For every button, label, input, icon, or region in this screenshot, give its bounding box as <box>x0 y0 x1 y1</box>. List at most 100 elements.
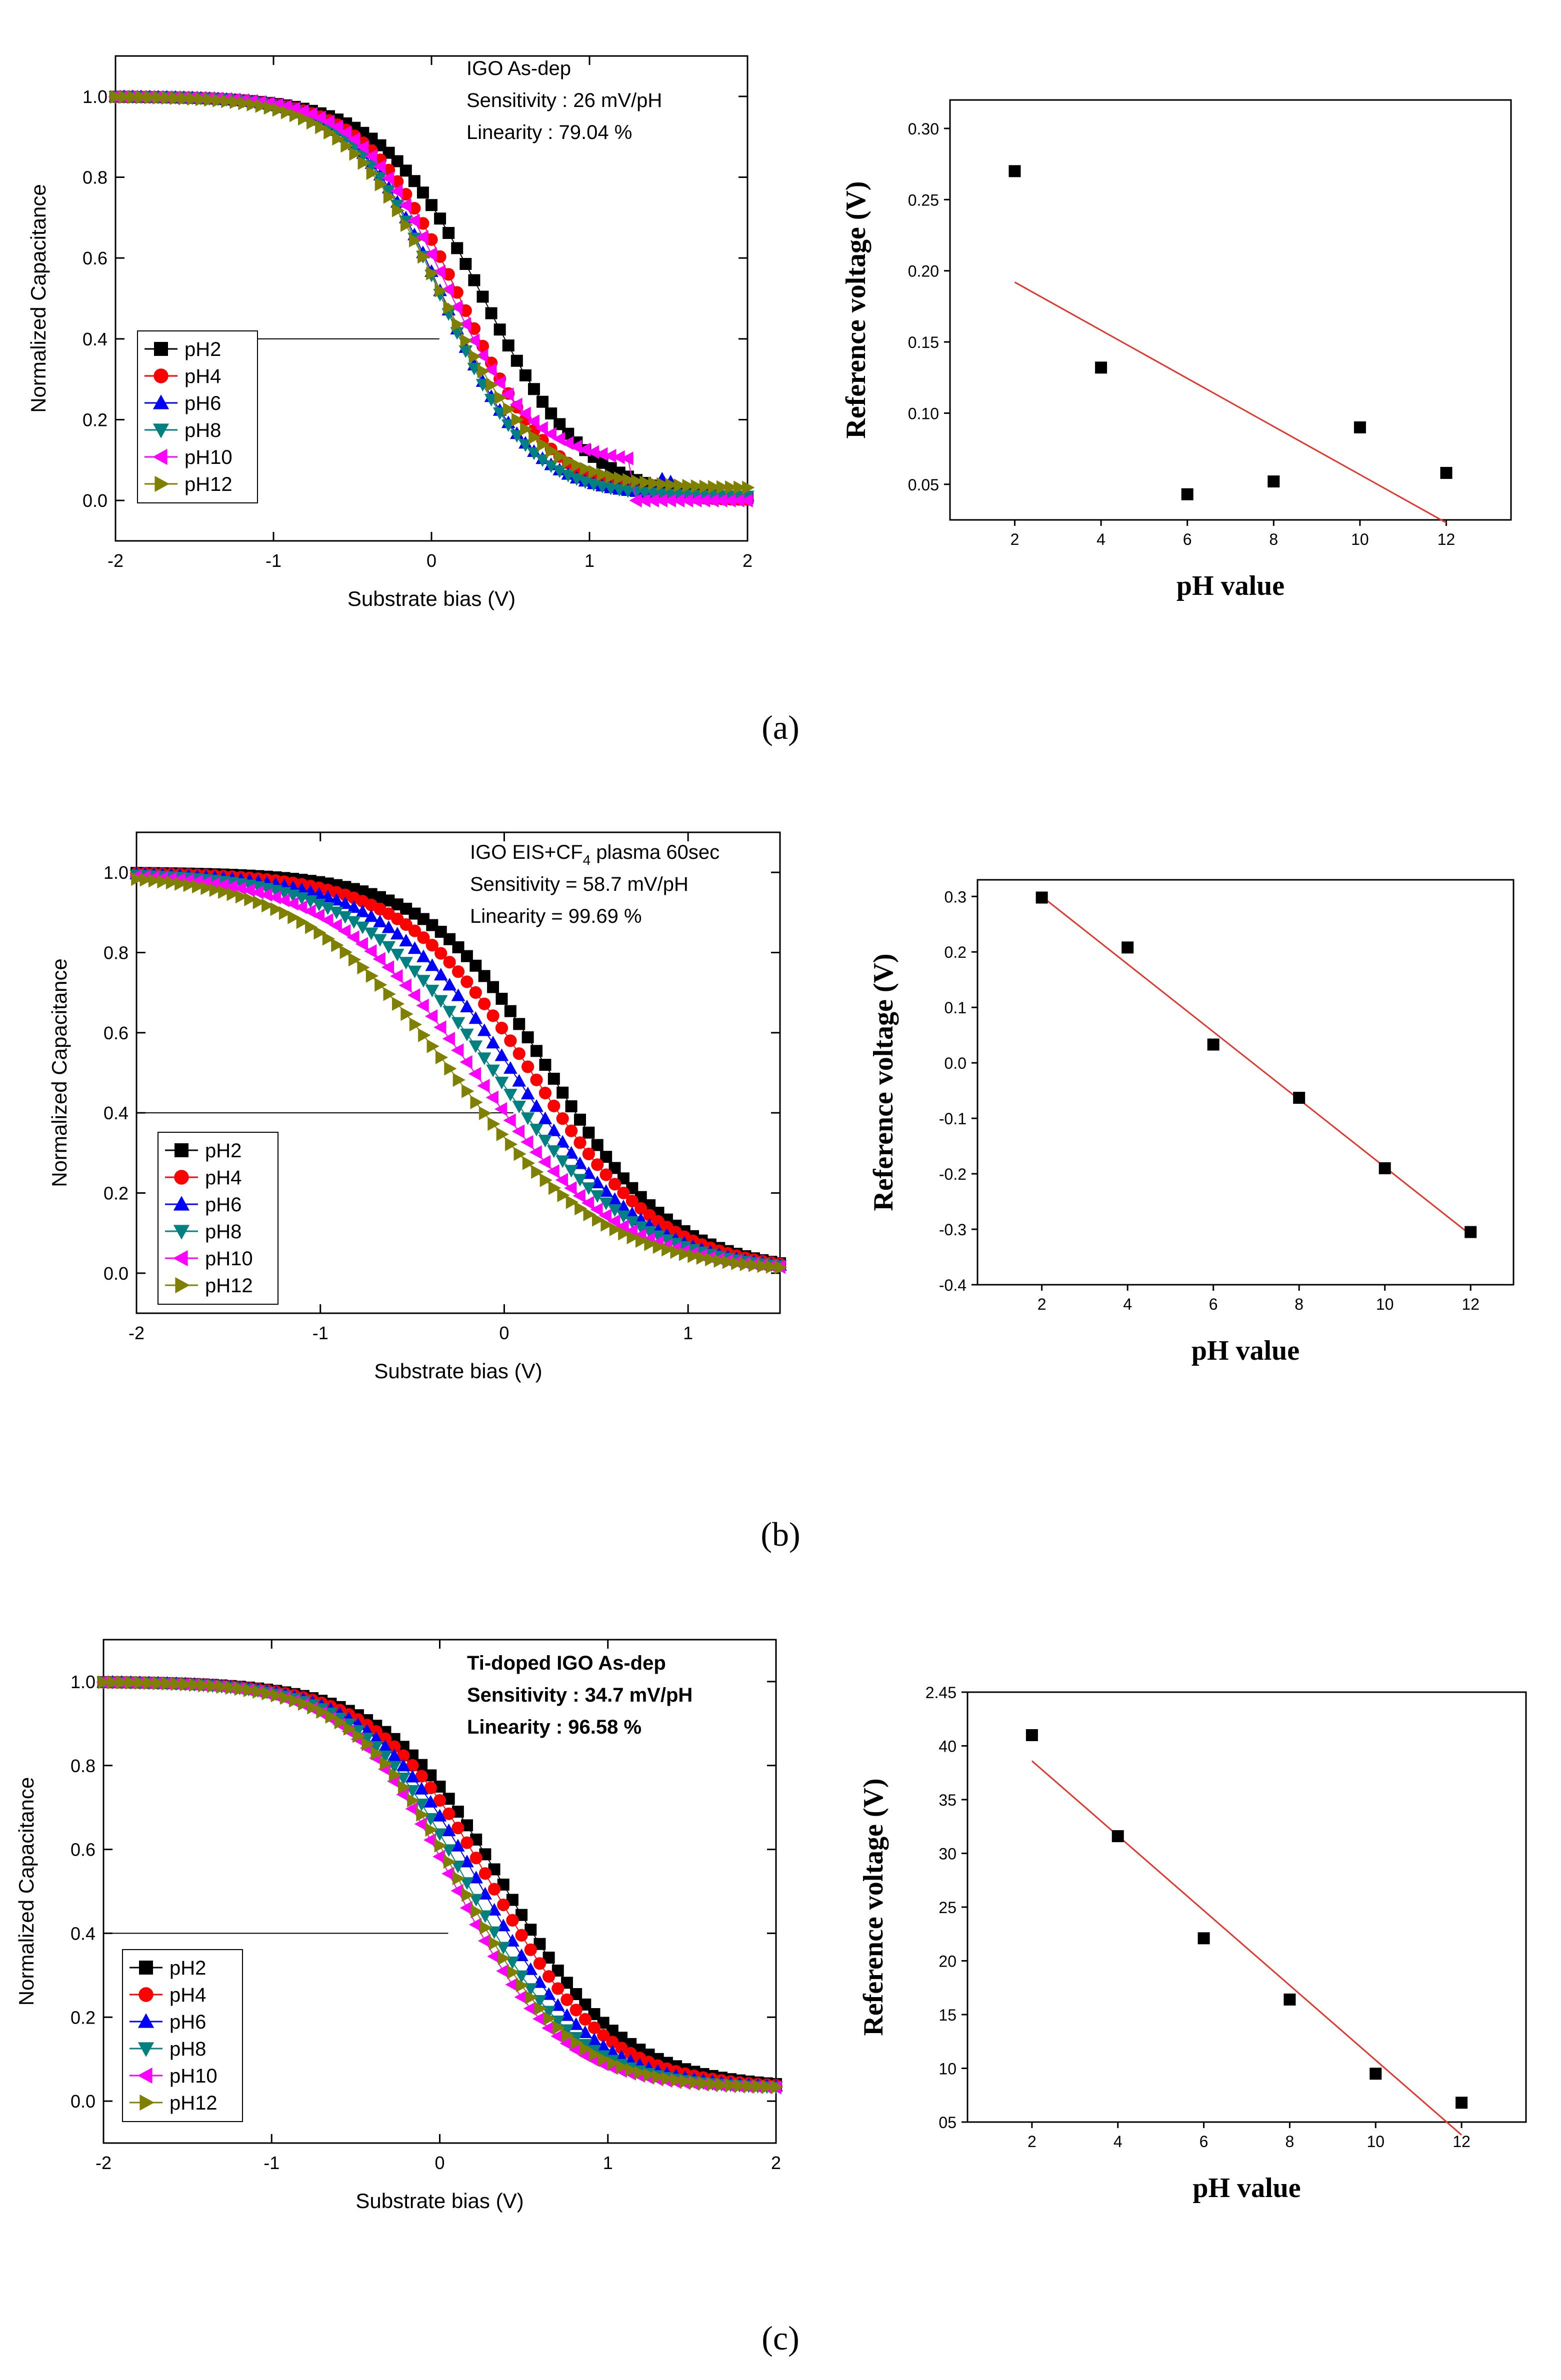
legend-label-pH12: pH12 <box>205 1275 253 1297</box>
marker-triangle-right <box>226 887 240 901</box>
marker-circle <box>564 1124 578 1137</box>
marker-triangle-right <box>670 1245 683 1259</box>
marker-triangle-left <box>346 930 360 944</box>
y-tick-label: 0.0 <box>70 2091 96 2112</box>
marker-circle <box>426 939 438 952</box>
marker-triangle-right <box>625 2063 638 2077</box>
annotation-title-main: IGO EIS+CF <box>470 841 583 863</box>
marker-circle <box>608 1178 622 1191</box>
marker-triangle-right <box>216 1680 229 1694</box>
marker-triangle-down <box>390 948 404 962</box>
marker-triangle-up <box>408 941 422 954</box>
marker-triangle-left <box>494 1102 508 1116</box>
data-point <box>1026 1729 1038 1741</box>
marker-triangle-down <box>487 1926 502 1939</box>
marker-triangle-up <box>512 1074 526 1087</box>
legend-label-pH10: pH10 <box>170 2065 218 2087</box>
y-tick-label: 0.2 <box>82 410 108 430</box>
marker-triangle-right <box>478 1106 492 1120</box>
marker-triangle-up <box>468 1011 483 1024</box>
marker-triangle-right <box>708 480 721 494</box>
marker-triangle-down <box>486 1064 500 1077</box>
legend-label-pH10: pH10 <box>184 446 232 468</box>
marker-triangle-right <box>174 877 188 891</box>
marker-triangle-right <box>644 1237 657 1251</box>
marker-square <box>494 323 506 336</box>
marker-triangle-right <box>674 478 686 492</box>
marker-triangle-right <box>426 1039 440 1053</box>
marker-triangle-right <box>398 1780 411 1794</box>
marker-triangle-right <box>107 1675 120 1690</box>
marker-triangle-right <box>480 1921 492 1935</box>
marker-triangle-up <box>599 1184 613 1197</box>
marker-triangle-right <box>618 1226 631 1241</box>
marker-triangle-right <box>652 2070 666 2084</box>
marker-triangle-right <box>255 99 268 113</box>
x-tick-label: -1 <box>312 1323 328 1343</box>
marker-triangle-left <box>390 969 403 983</box>
x-tick-label: 1 <box>584 550 594 571</box>
marker-triangle-right <box>131 872 144 886</box>
x-tick-label: 10 <box>1376 1295 1394 1313</box>
marker-circle <box>470 1852 482 1865</box>
marker-triangle-down <box>416 975 430 988</box>
legend-label-pH4: pH4 <box>170 1984 206 2006</box>
x-tick-label: 6 <box>1209 1295 1218 1313</box>
marker-triangle-left <box>356 140 369 154</box>
marker-triangle-down <box>346 916 361 929</box>
data-point <box>1112 1830 1124 1843</box>
marker-triangle-left <box>740 493 753 507</box>
marker-triangle-right <box>272 103 285 117</box>
marker-triangle-up <box>478 1887 492 1900</box>
marker-triangle-down <box>506 1956 520 1970</box>
marker-triangle-up <box>578 2025 592 2038</box>
marker-triangle-left <box>581 1196 594 1210</box>
marker-triangle-right <box>110 90 123 104</box>
x-tick-label: 6 <box>1200 2133 1208 2151</box>
legend-label-pH4: pH4 <box>184 365 221 387</box>
marker-triangle-right <box>696 1251 709 1265</box>
marker-square <box>496 993 508 1005</box>
y-tick-label: 0.0 <box>82 490 108 511</box>
marker-triangle-up <box>152 394 170 409</box>
marker-triangle-down <box>406 1785 420 1798</box>
marker-triangle-right <box>98 1675 111 1689</box>
marker-triangle-left <box>564 1181 577 1195</box>
marker-triangle-right <box>409 1017 422 1032</box>
marker-triangle-left <box>208 877 220 891</box>
marker-triangle-right <box>505 1137 518 1151</box>
marker-triangle-left <box>560 2036 572 2051</box>
marker-triangle-down <box>432 1828 447 1841</box>
marker-triangle-left <box>288 101 300 115</box>
marker-triangle-right <box>722 1255 736 1269</box>
marker-circle <box>506 1914 519 1927</box>
marker-triangle-up <box>364 909 378 922</box>
marker-triangle-left <box>526 414 540 428</box>
marker-triangle-right <box>370 1746 384 1761</box>
marker-triangle-right <box>540 1173 552 1187</box>
marker-triangle-right <box>596 467 610 481</box>
marker-square <box>478 970 490 982</box>
marker-square <box>582 1126 595 1139</box>
marker-triangle-right <box>434 283 448 297</box>
y-tick-label: 40 <box>938 1738 956 1756</box>
marker-triangle-left <box>364 149 378 163</box>
marker-triangle-right <box>607 2056 620 2071</box>
marker-triangle-right <box>238 96 251 110</box>
y-tick-label: 0.4 <box>82 329 108 349</box>
marker-triangle-left <box>268 890 282 905</box>
y-tick-label: 1.0 <box>104 862 128 883</box>
marker-square <box>434 212 446 225</box>
marker-circle <box>617 1186 630 1199</box>
marker-triangle-right <box>374 177 388 191</box>
marker-triangle-right <box>452 1871 466 1886</box>
marker-triangle-down <box>469 1894 484 1907</box>
marker-square <box>442 227 455 239</box>
marker-triangle-up <box>616 1199 630 1212</box>
marker-triangle-right <box>665 477 678 492</box>
marker-triangle-left <box>608 1214 620 1228</box>
marker-triangle-right <box>571 458 584 472</box>
marker-triangle-right <box>640 475 652 489</box>
chart-b-cv: 0.0 0.2 0.4 0.6 0.8 1.0 -2 -1 0 1 Substrate bias (… <box>48 831 788 1383</box>
marker-triangle-down <box>460 1877 474 1890</box>
